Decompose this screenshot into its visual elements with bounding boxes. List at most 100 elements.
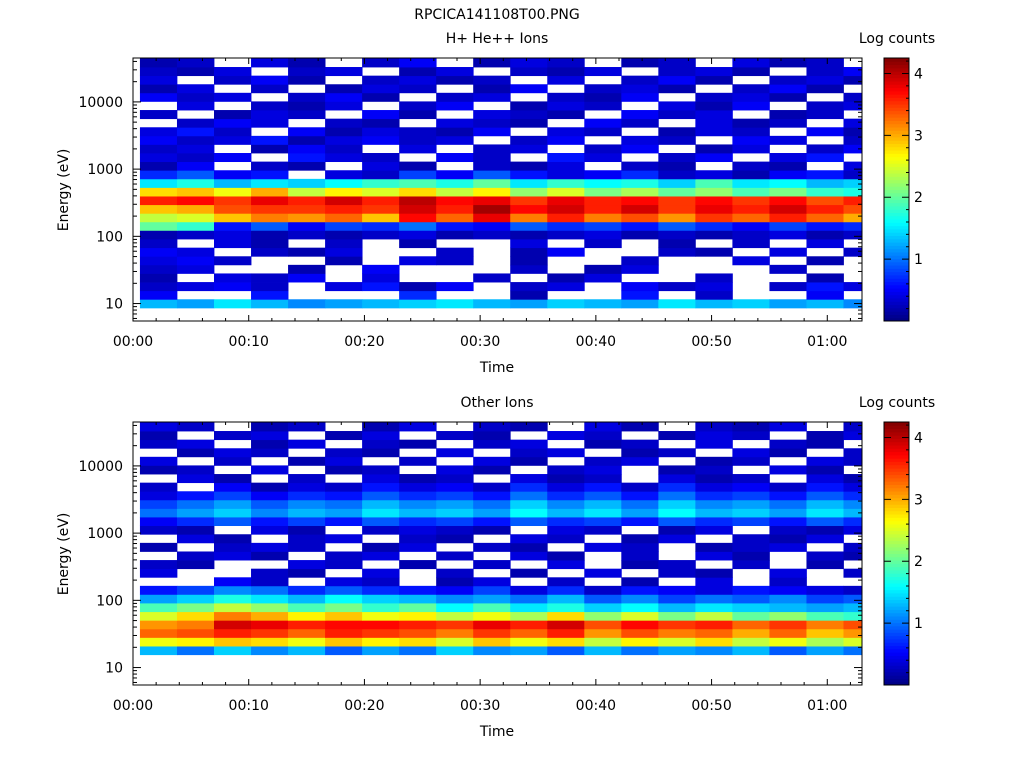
- heatmap-cell: [214, 620, 252, 630]
- heatmap-cell: [547, 196, 585, 206]
- heatmap-cell: [621, 178, 659, 188]
- heatmap-cell: [176, 178, 215, 188]
- heatmap-cell: [806, 439, 844, 449]
- heatmap-cell: [139, 153, 178, 163]
- heatmap-cell: [621, 144, 659, 154]
- heatmap-cell: [399, 637, 437, 647]
- heatmap-cell: [695, 153, 733, 163]
- heatmap-cell: [584, 499, 622, 509]
- heatmap-cell: [399, 560, 437, 570]
- heatmap-cell: [732, 92, 770, 102]
- heatmap-cell: [510, 187, 548, 197]
- heatmap-cell: [399, 534, 437, 544]
- heatmap-cell: [325, 517, 363, 527]
- heatmap-cell: [732, 551, 770, 561]
- heatmap-cell: [695, 67, 733, 77]
- heatmap-cell: [176, 299, 215, 309]
- heatmap-cell: [399, 84, 437, 94]
- heatmap-cell: [399, 646, 437, 656]
- heatmap-cell: [621, 84, 659, 94]
- panel-top-xlabel: Time: [479, 360, 514, 376]
- heatmap-cell: [806, 178, 844, 188]
- heatmap-cell: [251, 431, 289, 441]
- heatmap-cell: [769, 577, 807, 587]
- heatmap-cell: [658, 67, 696, 77]
- heatmap-cell: [251, 230, 289, 240]
- heatmap-cell: [732, 170, 770, 180]
- heatmap-cell: [473, 110, 511, 120]
- heatmap-cell: [473, 187, 511, 197]
- heatmap-cell: [806, 170, 844, 180]
- heatmap-cell: [436, 585, 474, 595]
- colorbar-frame: [883, 57, 910, 322]
- heatmap-cell: [362, 499, 400, 509]
- heatmap-cell: [584, 465, 622, 475]
- heatmap-cell: [843, 568, 863, 578]
- heatmap-cell: [176, 221, 215, 231]
- panel-top-colorbar-label: Log counts: [859, 31, 935, 47]
- heatmap-cell: [695, 127, 733, 137]
- colorbar-swatch: [884, 615, 909, 620]
- heatmap-cell: [658, 465, 696, 475]
- heatmap-cell: [510, 637, 548, 647]
- heatmap-cell: [325, 551, 363, 561]
- heatmap-cell: [621, 517, 659, 527]
- heatmap-cell: [362, 110, 400, 120]
- heatmap-cell: [139, 282, 178, 292]
- heatmap-cell: [695, 585, 733, 595]
- colorbar-swatch: [884, 435, 909, 439]
- colorbar-swatch: [884, 278, 909, 283]
- x-tick-label: 00:00: [113, 334, 153, 350]
- heatmap-cell: [621, 58, 659, 68]
- heatmap-cell: [251, 603, 289, 613]
- heatmap-cell: [251, 187, 289, 197]
- heatmap-cell: [621, 603, 659, 613]
- heatmap-cell: [288, 264, 326, 274]
- colorbar-swatch: [884, 245, 909, 250]
- heatmap-cell: [732, 256, 770, 266]
- heatmap-cell: [547, 585, 585, 595]
- colorbar-swatch: [884, 566, 909, 571]
- heatmap-cell: [510, 256, 548, 266]
- heatmap-cell: [399, 422, 437, 432]
- heatmap-cell: [436, 187, 474, 197]
- heatmap-cell: [436, 256, 474, 266]
- colorbar-swatch: [884, 681, 909, 686]
- heatmap-cell: [621, 542, 659, 552]
- heatmap-cell: [325, 646, 363, 656]
- heatmap-cell: [658, 135, 696, 145]
- heatmap-cell: [436, 637, 474, 647]
- heatmap-cell: [325, 239, 363, 249]
- colorbar-swatch: [884, 563, 909, 568]
- heatmap-cell: [621, 534, 659, 544]
- heatmap-cell: [658, 196, 696, 206]
- heatmap-cell: [658, 620, 696, 630]
- heatmap-cell: [806, 221, 844, 231]
- heatmap-cell: [843, 75, 863, 85]
- heatmap-cell: [325, 299, 363, 309]
- heatmap-cell: [732, 196, 770, 206]
- heatmap-cell: [436, 517, 474, 527]
- heatmap-cell: [288, 594, 326, 604]
- heatmap-cell: [769, 534, 807, 544]
- heatmap-cell: [251, 161, 289, 171]
- heatmap-cell: [139, 637, 178, 647]
- heatmap-cell: [769, 646, 807, 656]
- heatmap-cell: [584, 491, 622, 501]
- heatmap-cell: [658, 594, 696, 604]
- heatmap-cell: [214, 239, 252, 249]
- colorbar-swatch: [884, 130, 909, 135]
- heatmap-cell: [139, 456, 178, 466]
- heatmap-cell: [176, 230, 215, 240]
- heatmap-cell: [510, 551, 548, 561]
- heatmap-cell: [473, 127, 511, 137]
- heatmap-cell: [806, 196, 844, 206]
- heatmap-cell: [362, 491, 400, 501]
- heatmap-cell: [325, 465, 363, 475]
- heatmap-cell: [658, 299, 696, 309]
- colorbar-swatch: [884, 84, 909, 89]
- heatmap-cell: [362, 92, 400, 102]
- heatmap-cell: [399, 517, 437, 527]
- heatmap-cell: [139, 525, 178, 535]
- heatmap-cell: [510, 499, 548, 509]
